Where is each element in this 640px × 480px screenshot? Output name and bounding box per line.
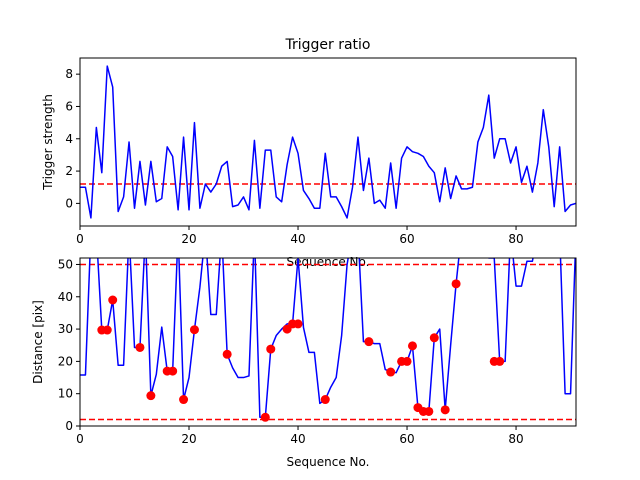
plot-area: 0 20 40 60 80 0 10 20 30 40 50: [58, 257, 577, 446]
data-point: [429, 333, 439, 343]
plot-area: 0 20 40 60 80 0 2 4 6 8: [65, 57, 577, 246]
plot-frame: [79, 257, 577, 427]
y-axis-label: Distance [pix]: [31, 300, 45, 384]
data-point: [386, 367, 396, 377]
x-tick-label: 80: [508, 432, 523, 446]
data-point: [440, 405, 450, 415]
data-point: [135, 342, 145, 352]
y-tick-label: 8: [65, 67, 73, 81]
series-line: [80, 258, 576, 419]
data-point: [495, 356, 505, 366]
y-axis-label: Trigger strength: [41, 94, 55, 191]
x-tick-label: 40: [290, 232, 305, 246]
data-point: [168, 366, 178, 376]
y-tick-label: 30: [58, 322, 73, 336]
data-point: [266, 344, 276, 354]
series-line: [80, 65, 576, 219]
data-point: [222, 349, 232, 359]
y-tick-label: 0: [65, 419, 73, 433]
x-tick-label: 60: [399, 232, 414, 246]
x-tick-label: 0: [76, 232, 84, 246]
chart-title: Trigger ratio: [284, 37, 370, 53]
y-tick-label: 20: [58, 354, 73, 368]
data-point: [189, 325, 199, 335]
data-point: [146, 391, 156, 401]
data-point: [407, 341, 417, 351]
x-axis-label: Sequence No.: [287, 455, 370, 469]
y-tick-label: 10: [58, 387, 73, 401]
data-point: [320, 395, 330, 405]
data-point: [364, 337, 374, 347]
data-point: [260, 412, 270, 422]
data-point: [179, 395, 189, 405]
plot-content: [80, 258, 576, 422]
plot-frame: [79, 57, 577, 227]
y-tick-label: 6: [65, 99, 73, 113]
data-point: [102, 325, 112, 335]
x-tick-label: 80: [508, 232, 523, 246]
y-tick-label: 4: [65, 132, 73, 146]
data-point: [451, 279, 461, 289]
x-tick-label: 20: [181, 232, 196, 246]
x-tick-label: 0: [76, 432, 84, 446]
data-point: [108, 295, 118, 305]
x-tick-label: 60: [399, 432, 414, 446]
data-point: [424, 406, 434, 416]
x-tick-label: 20: [181, 432, 196, 446]
plot-content: [80, 65, 576, 219]
y-tick-label: 40: [58, 290, 73, 304]
y-tick-label: 50: [58, 257, 73, 271]
data-point: [402, 356, 412, 366]
y-tick-label: 2: [65, 164, 73, 178]
distance-chart: Sequence No. Distance [pix] 0 20 40 60 80 0 10…: [31, 257, 577, 469]
x-tick-label: 40: [290, 432, 305, 446]
data-point: [293, 319, 303, 329]
y-tick-label: 0: [65, 196, 73, 210]
